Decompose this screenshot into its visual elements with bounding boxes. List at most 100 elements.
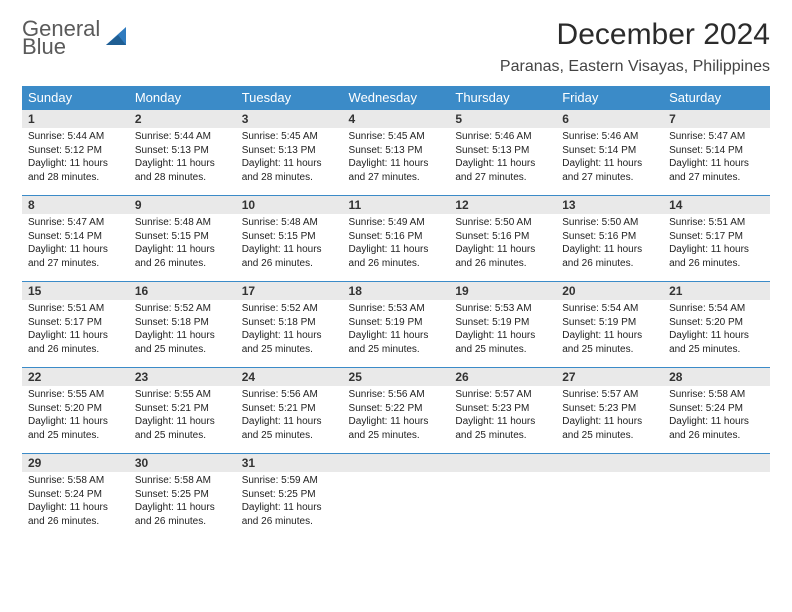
day-sunrise: Sunrise: 5:52 AM [135,302,230,316]
calendar-day-cell: 18Sunrise: 5:53 AMSunset: 5:19 PMDayligh… [343,282,450,368]
day-daylight: Daylight: 11 hours and 27 minutes. [455,157,550,184]
day-daylight: Daylight: 11 hours and 26 minutes. [28,329,123,356]
day-daylight: Daylight: 11 hours and 28 minutes. [242,157,337,184]
day-sunset: Sunset: 5:16 PM [562,230,657,244]
day-sunrise: Sunrise: 5:57 AM [562,388,657,402]
day-daylight: Daylight: 11 hours and 26 minutes. [669,415,764,442]
day-body: Sunrise: 5:55 AMSunset: 5:21 PMDaylight:… [129,386,236,446]
day-sunset: Sunset: 5:22 PM [349,402,444,416]
day-sunset: Sunset: 5:17 PM [28,316,123,330]
weekday-header: Thursday [449,86,556,110]
calendar-day-cell: 28Sunrise: 5:58 AMSunset: 5:24 PMDayligh… [663,368,770,454]
day-sunset: Sunset: 5:19 PM [455,316,550,330]
weekday-header: Tuesday [236,86,343,110]
day-number: 22 [22,368,129,386]
day-number: 2 [129,110,236,128]
calendar-day-cell: 11Sunrise: 5:49 AMSunset: 5:16 PMDayligh… [343,196,450,282]
day-daylight: Daylight: 11 hours and 25 minutes. [562,329,657,356]
calendar-day-cell: 14 Sunrise: 5:51 AMSunset: 5:17 PMDayligh… [663,196,770,282]
day-body: Sunrise: 5:44 AMSunset: 5:12 PMDaylight:… [22,128,129,188]
brand-logo: General Blue [22,18,130,58]
day-daylight: Daylight: 11 hours and 25 minutes. [242,415,337,442]
day-body: Sunrise: 5:45 AMSunset: 5:13 PMDaylight:… [236,128,343,188]
day-number: 19 [449,282,556,300]
day-number: 20 [556,282,663,300]
calendar-day-cell: 5Sunrise: 5:46 AMSunset: 5:13 PMDaylight… [449,110,556,196]
day-sunrise: Sunrise: 5:54 AM [669,302,764,316]
day-number: 16 [129,282,236,300]
day-number: 6 [556,110,663,128]
day-sunrise: Sunrise: 5:53 AM [455,302,550,316]
calendar-day-cell: 2Sunrise: 5:44 AMSunset: 5:13 PMDaylight… [129,110,236,196]
calendar-day-cell [663,454,770,540]
day-number: 26 [449,368,556,386]
day-sunrise: Sunrise: 5:57 AM [455,388,550,402]
day-number-empty [449,454,556,472]
day-body: Sunrise: 5:57 AMSunset: 5:23 PMDaylight:… [449,386,556,446]
day-daylight: Daylight: 11 hours and 27 minutes. [669,157,764,184]
day-sunset: Sunset: 5:13 PM [242,144,337,158]
calendar-body: 1Sunrise: 5:44 AMSunset: 5:12 PMDaylight… [22,110,770,540]
month-title: December 2024 [500,18,770,52]
calendar-week-row: 1Sunrise: 5:44 AMSunset: 5:12 PMDaylight… [22,110,770,196]
day-number: 17 [236,282,343,300]
calendar-day-cell: 29Sunrise: 5:58 AMSunset: 5:24 PMDayligh… [22,454,129,540]
day-daylight: Daylight: 11 hours and 26 minutes. [135,243,230,270]
day-daylight: Daylight: 11 hours and 26 minutes. [669,243,764,270]
weekday-header: Saturday [663,86,770,110]
calendar-day-cell: 22Sunrise: 5:55 AMSunset: 5:20 PMDayligh… [22,368,129,454]
day-body: Sunrise: 5:57 AMSunset: 5:23 PMDaylight:… [556,386,663,446]
day-sunrise: Sunrise: 5:58 AM [135,474,230,488]
day-daylight: Daylight: 11 hours and 25 minutes. [455,329,550,356]
day-body: Sunrise: 5:48 AMSunset: 5:15 PMDaylight:… [129,214,236,274]
day-daylight: Daylight: 11 hours and 26 minutes. [28,501,123,528]
day-number: 15 [22,282,129,300]
day-daylight: Daylight: 11 hours and 25 minutes. [562,415,657,442]
day-daylight: Daylight: 11 hours and 26 minutes. [242,501,337,528]
day-body: Sunrise: 5:53 AMSunset: 5:19 PMDaylight:… [343,300,450,360]
day-sunrise: Sunrise: 5:45 AM [349,130,444,144]
day-body: Sunrise: 5:46 AMSunset: 5:13 PMDaylight:… [449,128,556,188]
calendar-day-cell: 30Sunrise: 5:58 AMSunset: 5:25 PMDayligh… [129,454,236,540]
day-body: Sunrise: 5:46 AMSunset: 5:14 PMDaylight:… [556,128,663,188]
day-body: Sunrise: 5:49 AMSunset: 5:16 PMDaylight:… [343,214,450,274]
day-number: 31 [236,454,343,472]
day-body: Sunrise: 5:58 AMSunset: 5:24 PMDaylight:… [663,386,770,446]
day-body: Sunrise: 5:50 AMSunset: 5:16 PMDaylight:… [556,214,663,274]
day-body: Sunrise: 5:58 AMSunset: 5:25 PMDaylight:… [129,472,236,532]
day-sunrise: Sunrise: 5:53 AM [349,302,444,316]
day-daylight: Daylight: 11 hours and 25 minutes. [455,415,550,442]
day-sunrise: Sunrise: 5:51 AM [28,302,123,316]
day-sunset: Sunset: 5:12 PM [28,144,123,158]
day-sunset: Sunset: 5:19 PM [562,316,657,330]
location-text: Paranas, Eastern Visayas, Philippines [500,58,770,76]
day-daylight: Daylight: 11 hours and 27 minutes. [562,157,657,184]
day-daylight: Daylight: 11 hours and 27 minutes. [28,243,123,270]
day-sunset: Sunset: 5:14 PM [562,144,657,158]
day-sunset: Sunset: 5:24 PM [669,402,764,416]
day-daylight: Daylight: 11 hours and 25 minutes. [28,415,123,442]
day-sunrise: Sunrise: 5:54 AM [562,302,657,316]
day-number: 14 [663,196,770,214]
calendar-week-row: 29Sunrise: 5:58 AMSunset: 5:24 PMDayligh… [22,454,770,540]
day-sunset: Sunset: 5:20 PM [669,316,764,330]
calendar-day-cell: 24Sunrise: 5:56 AMSunset: 5:21 PMDayligh… [236,368,343,454]
day-sunset: Sunset: 5:25 PM [242,488,337,502]
day-body: Sunrise: 5:54 AMSunset: 5:19 PMDaylight:… [556,300,663,360]
day-body: Sunrise: 5:47 AMSunset: 5:14 PMDaylight:… [22,214,129,274]
day-sunrise: Sunrise: 5:51 AM [669,216,764,230]
header: General Blue December 2024 Paranas, East… [22,18,770,76]
day-daylight: Daylight: 11 hours and 26 minutes. [349,243,444,270]
day-sunrise: Sunrise: 5:55 AM [28,388,123,402]
day-sunset: Sunset: 5:23 PM [562,402,657,416]
day-sunset: Sunset: 5:17 PM [669,230,764,244]
calendar-day-cell: 17Sunrise: 5:52 AMSunset: 5:18 PMDayligh… [236,282,343,368]
day-sunrise: Sunrise: 5:48 AM [242,216,337,230]
day-number: 8 [22,196,129,214]
day-number: 11 [343,196,450,214]
day-sunrise: Sunrise: 5:50 AM [562,216,657,230]
day-daylight: Daylight: 11 hours and 25 minutes. [242,329,337,356]
day-sunset: Sunset: 5:13 PM [349,144,444,158]
day-sunset: Sunset: 5:23 PM [455,402,550,416]
day-daylight: Daylight: 11 hours and 25 minutes. [349,415,444,442]
